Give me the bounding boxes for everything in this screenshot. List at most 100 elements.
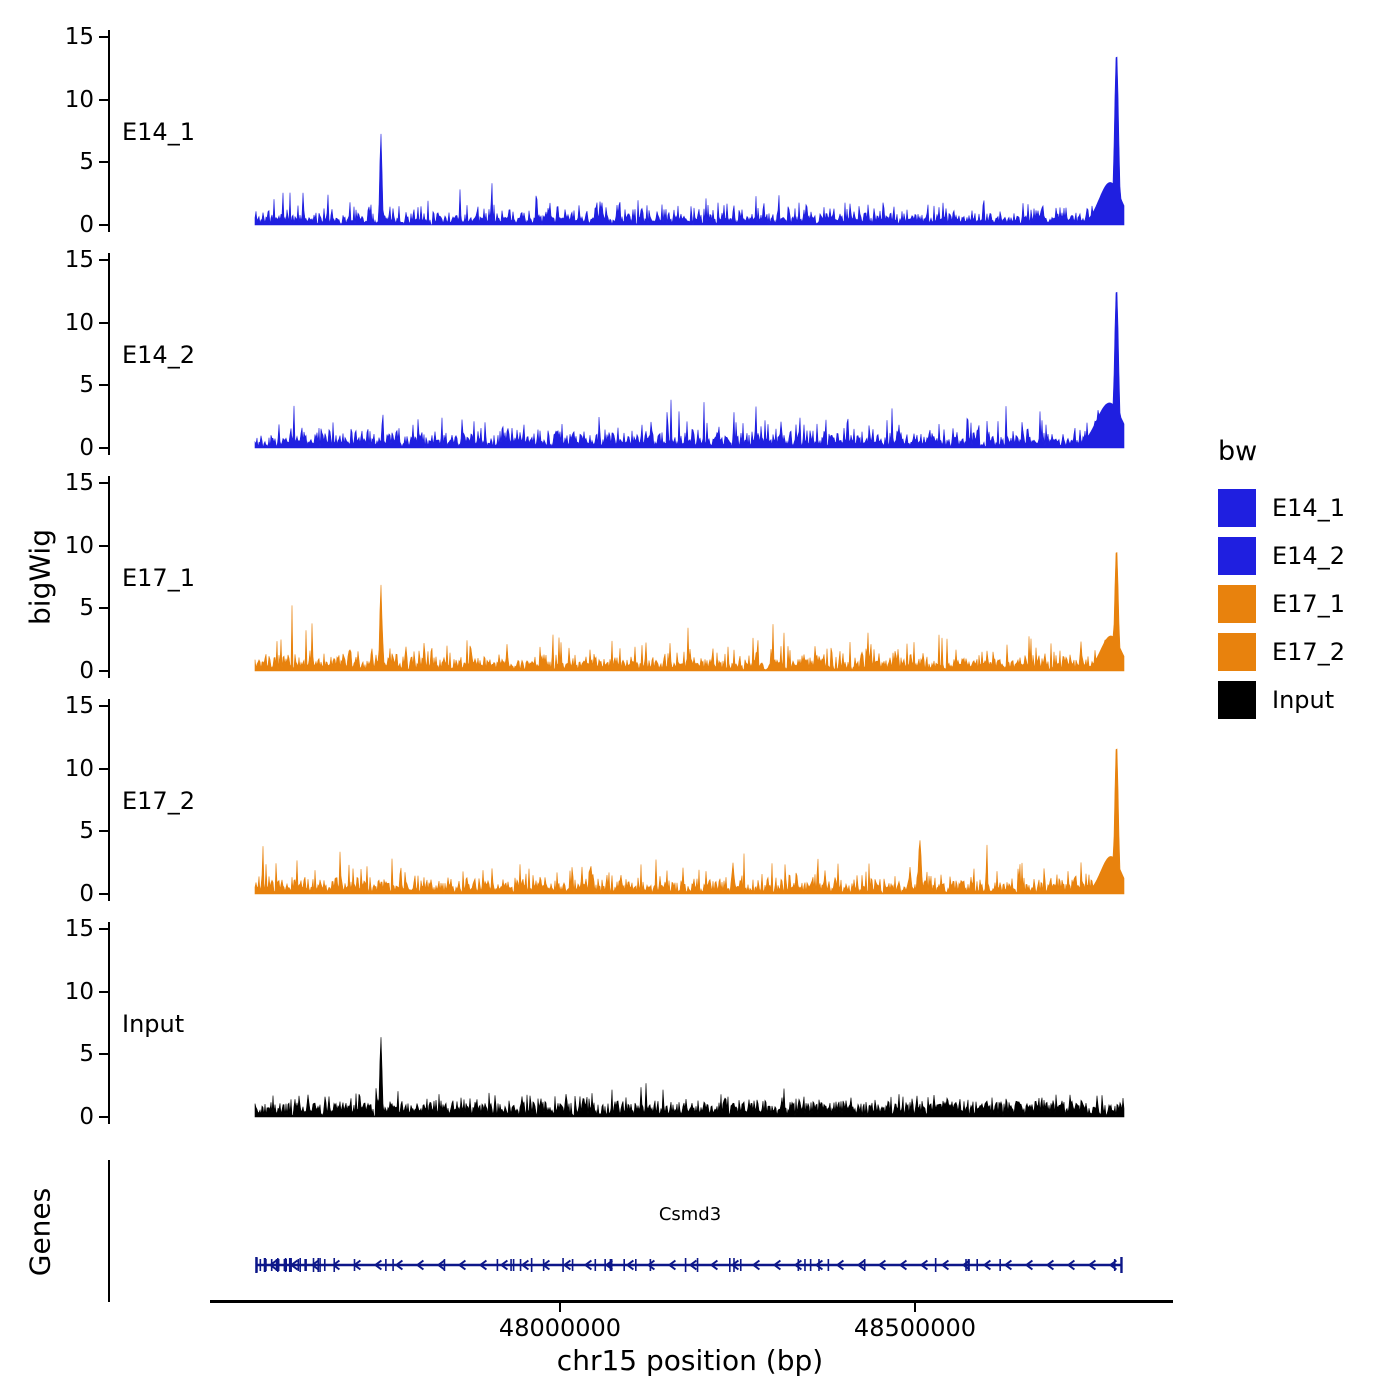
coverage-signal-E14_1 [254, 56, 1125, 226]
track-facet-label-Input: Input [122, 1010, 185, 1038]
y-tick-mark [99, 670, 108, 672]
coverage-signal-E14_2 [254, 291, 1125, 449]
coverage-area-Input [254, 1037, 1125, 1118]
strand-arrow-left [625, 1259, 635, 1271]
track-panel-E17_1: 15 10 5 0 E17_1 [0, 470, 1400, 688]
strand-arrow-left [730, 1259, 740, 1271]
legend-entry-label: E14_2 [1272, 542, 1345, 570]
legend-swatch-e14_1 [1218, 489, 1256, 527]
y-tick-mark [99, 224, 108, 226]
x-tick-mark [914, 1303, 916, 1312]
strand-arrow-left [793, 1259, 803, 1271]
y-tick-label: 10 [64, 532, 94, 559]
y-tick-label: 0 [79, 1104, 94, 1130]
strand-arrow-left [940, 1259, 950, 1271]
x-tick-label: 48500000 [853, 1314, 977, 1342]
strand-arrow-left [772, 1259, 782, 1271]
gene-name-label: Csmd3 [658, 1204, 722, 1225]
strand-arrow-left [520, 1259, 530, 1271]
y-axis-title-genes: Genes [23, 1187, 57, 1277]
x-axis-line [210, 1300, 1173, 1303]
strand-arrow-left [562, 1259, 572, 1271]
y-tick-label: 5 [79, 1041, 94, 1068]
x-axis-title: chr15 position (bp) [556, 1344, 824, 1377]
strand-arrow-left [961, 1259, 971, 1271]
strand-arrow-left [373, 1259, 383, 1271]
strand-arrow-left [709, 1259, 719, 1271]
coverage-signal-E17_1 [254, 552, 1125, 672]
legend-swatch-e17_1 [1218, 585, 1256, 623]
strand-arrow-left [982, 1259, 992, 1271]
legend-entry-label: E17_2 [1272, 638, 1345, 666]
strand-arrow-left [646, 1259, 656, 1271]
legend-swatch-input [1218, 681, 1256, 719]
y-tick-label: 10 [64, 755, 94, 782]
x-tick-label: 48000000 [498, 1314, 622, 1342]
y-tick-mark [99, 607, 108, 610]
y-tick-label: 15 [64, 24, 94, 50]
x-tick-mark [559, 1303, 561, 1312]
legend-entry-label: E17_1 [1272, 590, 1345, 618]
y-tick-mark [99, 161, 108, 164]
y-tick-mark [99, 384, 108, 387]
y-tick-label: 15 [64, 470, 94, 496]
y-tick-mark [99, 482, 108, 484]
legend-swatch-e14_2 [1218, 537, 1256, 575]
strand-arrow-left [499, 1259, 509, 1271]
strand-arrow-left [667, 1259, 677, 1271]
y-axis-line [108, 699, 110, 901]
legend-entry-e17_1: E17_1 [1218, 585, 1345, 623]
y-tick-label: 5 [79, 149, 94, 176]
legend-entry-e14_1: E14_1 [1218, 489, 1345, 527]
track-panel-E17_2: 15 10 5 0 E17_2 [0, 693, 1400, 911]
strand-arrow-left [751, 1259, 761, 1271]
legend-entries: E14_1 E14_2 E17_1 E17_2 Input [1218, 489, 1345, 719]
track-facet-label-E14_1: E14_1 [122, 118, 195, 146]
strand-arrow-left [478, 1259, 488, 1271]
y-tick-mark [99, 767, 108, 770]
coverage-area-E17_2 [254, 748, 1125, 895]
gene-panel-axis-line [108, 1160, 110, 1302]
y-tick-mark [99, 928, 108, 930]
y-tick-mark [99, 98, 108, 101]
y-tick-mark [99, 259, 108, 261]
y-tick-label: 5 [79, 818, 94, 845]
y-tick-label: 0 [79, 881, 94, 907]
strand-arrow-left [835, 1259, 845, 1271]
legend: bw E14_1 E14_2 E17_1 E17_2 Input [1218, 436, 1345, 729]
track-facet-label-E17_2: E17_2 [122, 787, 195, 815]
y-tick-mark [99, 990, 108, 993]
y-tick-label: 5 [79, 372, 94, 399]
strand-arrow-left [688, 1259, 698, 1271]
strand-arrow-left [394, 1259, 404, 1271]
track-facet-label-E14_2: E14_2 [122, 341, 195, 369]
y-tick-label: 5 [79, 595, 94, 622]
y-axis-line [108, 476, 110, 678]
strand-arrow-left [1087, 1259, 1097, 1271]
strand-arrow-left [1024, 1259, 1034, 1271]
track-panel-E14_2: 15 10 5 0 E14_2 [0, 247, 1400, 465]
coverage-signal-Input [254, 1037, 1125, 1118]
coverage-area-E17_1 [254, 552, 1125, 672]
strand-arrow-left [583, 1259, 593, 1271]
y-tick-mark [99, 830, 108, 833]
y-axis-line [108, 253, 110, 455]
y-axis-line [108, 922, 110, 1124]
y-tick-label: 0 [79, 212, 94, 238]
legend-entry-input: Input [1218, 681, 1345, 719]
y-axis-line [108, 30, 110, 232]
y-tick-mark [99, 447, 108, 449]
legend-title: bw [1218, 436, 1258, 467]
coverage-signal-E17_2 [254, 748, 1125, 895]
strand-arrow-left [898, 1259, 908, 1271]
legend-entry-e17_2: E17_2 [1218, 633, 1345, 671]
strand-arrow-left [268, 1259, 278, 1271]
coverage-area-E14_2 [254, 291, 1125, 449]
y-tick-label: 0 [79, 658, 94, 684]
strand-arrow-left [856, 1259, 866, 1271]
y-tick-mark [99, 1053, 108, 1056]
y-tick-label: 15 [64, 693, 94, 719]
track-panel-Input: 15 10 5 0 Input [0, 916, 1400, 1134]
strand-arrow-left [331, 1259, 341, 1271]
y-tick-label: 15 [64, 247, 94, 273]
